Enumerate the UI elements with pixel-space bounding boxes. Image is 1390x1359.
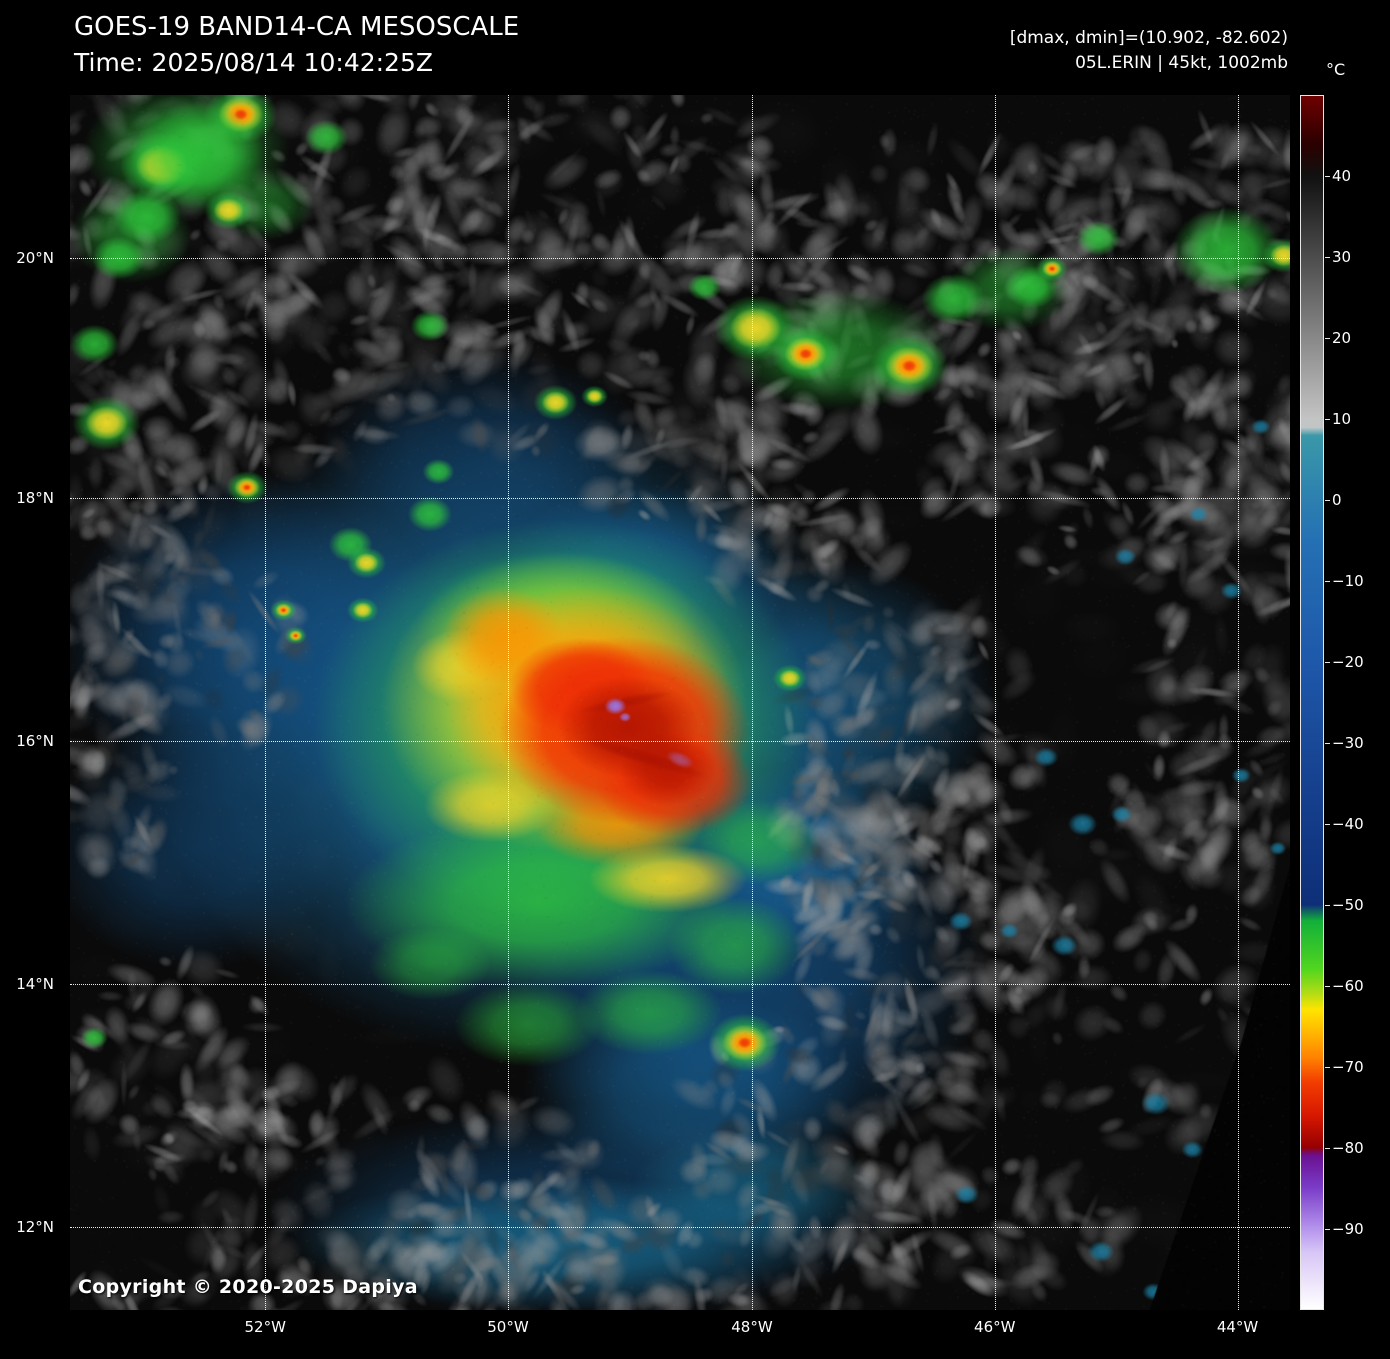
- longitude-axis: 52°W 50°W 48°W 46°W 44°W: [70, 1318, 1290, 1340]
- colorbar-tick-label: −90: [1332, 1220, 1364, 1238]
- colorbar-tick-label: 0: [1332, 491, 1342, 509]
- colorbar-tick-label: −40: [1332, 815, 1364, 833]
- copyright-watermark: Copyright © 2020-2025 Dapiya: [78, 1276, 418, 1298]
- colorbar-tick-mark: [1325, 1148, 1330, 1149]
- colorbar-tick-mark: [1325, 986, 1330, 987]
- colorbar-tick-mark: [1325, 662, 1330, 663]
- latitude-tick-label: 16°N: [16, 732, 54, 751]
- colorbar-tick-mark: [1325, 1067, 1330, 1068]
- storm-info: 05L.ERIN | 45kt, 1002mb: [1075, 53, 1288, 73]
- dmax-dmin-readout: [dmax, dmin]=(10.902, -82.602): [1009, 28, 1288, 48]
- colorbar-tick-label: 10: [1332, 410, 1352, 428]
- colorbar-tick-mark: [1325, 338, 1330, 339]
- temperature-colorbar: [1300, 95, 1324, 1310]
- colorbar-tick-mark: [1325, 743, 1330, 744]
- colorbar-tick-mark: [1325, 905, 1330, 906]
- satellite-image-panel: Copyright © 2020-2025 Dapiya: [70, 95, 1290, 1310]
- colorbar-tick-label: 30: [1332, 248, 1352, 266]
- colorbar-tick-mark: [1325, 500, 1330, 501]
- latitude-axis: 20°N 18°N 16°N 14°N 12°N: [0, 95, 62, 1310]
- latitude-tick-label: 12°N: [16, 1218, 54, 1237]
- colorbar-tick-mark: [1325, 1229, 1330, 1230]
- satellite-imagery-canvas: [70, 95, 1290, 1310]
- latitude-tick-label: 14°N: [16, 975, 54, 994]
- colorbar-tick-label: −20: [1332, 653, 1364, 671]
- timestamp: Time: 2025/08/14 10:42:25Z: [74, 48, 433, 77]
- colorbar-tick-label: −30: [1332, 734, 1364, 752]
- page-title: GOES-19 BAND14-CA MESOSCALE: [74, 12, 520, 42]
- longitude-tick-label: 50°W: [487, 1318, 529, 1336]
- colorbar-tick-label: −50: [1332, 896, 1364, 914]
- colorbar-tick-label: −80: [1332, 1139, 1364, 1157]
- latitude-tick-label: 20°N: [16, 248, 54, 267]
- colorbar-tick-mark: [1325, 257, 1330, 258]
- colorbar-ticks: 40 30 20 10 0 −10 −20 −30 −40 −50 −60 −70 −80 −90: [1325, 95, 1388, 1310]
- longitude-tick-label: 44°W: [1216, 1318, 1259, 1336]
- colorbar-tick-mark: [1325, 176, 1330, 177]
- colorbar-tick-label: 40: [1332, 167, 1352, 185]
- colorbar-tick-label: 20: [1332, 329, 1352, 347]
- colorbar-tick-label: −10: [1332, 572, 1364, 590]
- colorbar-tick-mark: [1325, 581, 1330, 582]
- latitude-tick-label: 18°N: [16, 489, 54, 508]
- longitude-tick-label: 52°W: [244, 1318, 286, 1336]
- colorbar-tick-label: −60: [1332, 977, 1364, 995]
- colorbar-tick-mark: [1325, 824, 1330, 825]
- colorbar-tick-mark: [1325, 419, 1330, 420]
- longitude-tick-label: 46°W: [974, 1318, 1016, 1336]
- colorbar-unit-label: °C: [1326, 60, 1346, 79]
- longitude-tick-label: 48°W: [731, 1318, 773, 1336]
- colorbar-tick-label: −70: [1332, 1058, 1364, 1076]
- header-readouts: [dmax, dmin]=(10.902, -82.602) 05L.ERIN …: [1010, 26, 1288, 76]
